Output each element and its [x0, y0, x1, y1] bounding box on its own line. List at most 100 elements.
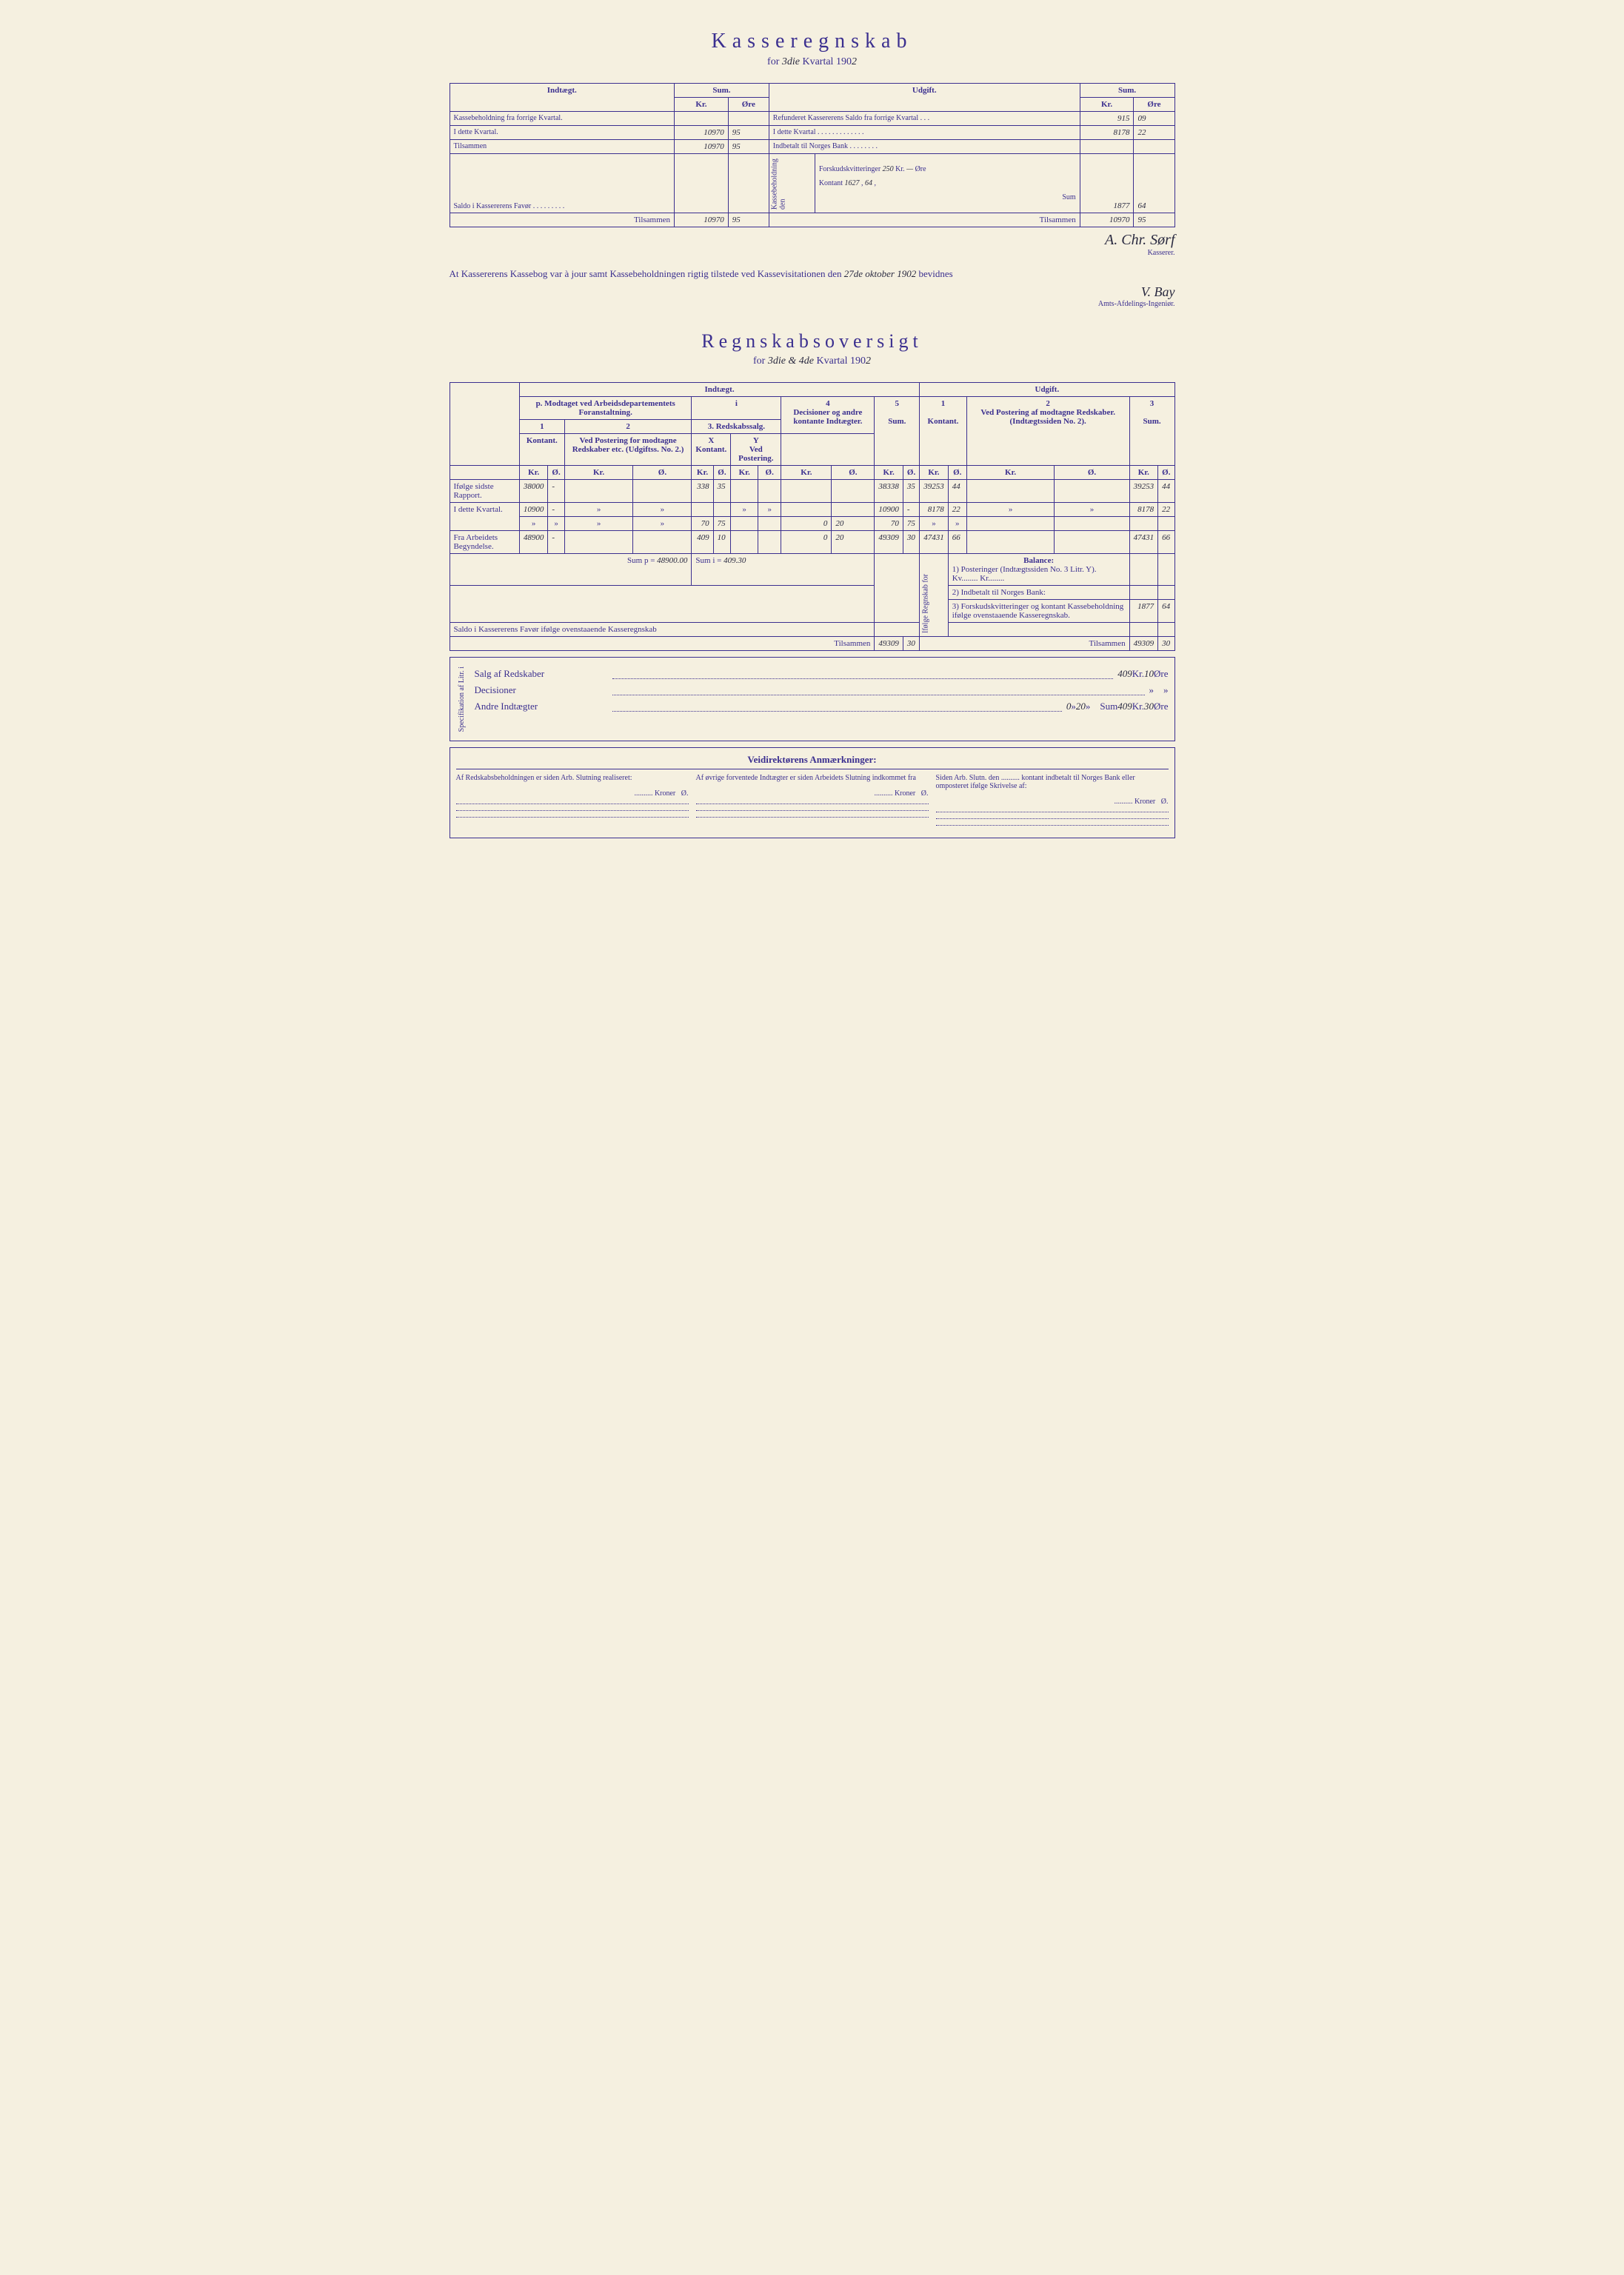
- cell: [1134, 140, 1174, 154]
- u-idette-label: I dette Kvartal: [773, 128, 816, 136]
- spec-section: Specifikation af Litr. i Salg af Redskab…: [450, 657, 1175, 741]
- kr1: Kr.: [519, 466, 548, 480]
- kb-sum-ore: 64: [1134, 154, 1174, 213]
- tilsammen-ore: 95: [728, 140, 769, 154]
- bottom-tilsammen-r: Tilsammen: [769, 213, 1080, 227]
- bal-label: Balance:: [1023, 556, 1054, 565]
- kb-block: Forskudskvitteringer 250 Kr. — Øre Konta…: [815, 154, 1080, 213]
- c: [1158, 623, 1174, 637]
- ov-indtaegt: Indtægt.: [519, 383, 919, 397]
- bal3ore: 64: [1158, 600, 1174, 623]
- c: [564, 480, 633, 503]
- c: [1129, 623, 1158, 637]
- col2: 2: [564, 420, 692, 434]
- anm-kr2: Kroner: [895, 789, 915, 798]
- bottom-tilsammen-ore-r: 95: [1134, 213, 1174, 227]
- c: [731, 480, 758, 503]
- tilsammen-kr: 10970: [675, 140, 729, 154]
- andre-label: Andre Indtægter: [475, 701, 608, 712]
- row-tilsammen: Tilsammen: [450, 140, 675, 154]
- c: [1055, 531, 1129, 554]
- sumi-val: 409.30: [724, 556, 746, 565]
- c: »: [633, 517, 692, 531]
- u-ref-ore: 09: [1134, 112, 1174, 126]
- tils-i-ore: 30: [903, 637, 919, 651]
- c: »: [1055, 503, 1129, 517]
- row-kassebeholdning: Kassebeholdning fra forrige Kvartal.: [450, 112, 675, 126]
- ore-left: Øre: [728, 98, 769, 112]
- c: [1129, 517, 1158, 531]
- bottom-tilsammen-kr-r: 10970: [1080, 213, 1134, 227]
- c: »: [731, 503, 758, 517]
- udgift-header: Udgift.: [769, 84, 1080, 112]
- blank-block: [450, 586, 875, 623]
- uvp: Ved Postering af modtagne Redskaber. (In…: [980, 408, 1115, 426]
- indtaegt-header: Indtægt.: [450, 84, 675, 112]
- kr5: Kr.: [781, 466, 832, 480]
- r2u1o: 22: [948, 503, 966, 517]
- us: Sum.: [1143, 417, 1160, 426]
- ov-udgift: Udgift.: [920, 383, 1174, 397]
- xk: Kontant.: [695, 445, 726, 454]
- c: »: [633, 503, 692, 517]
- c: [966, 480, 1055, 503]
- r3c5: 0: [781, 531, 832, 554]
- u-ref-kr: 915: [1080, 112, 1134, 126]
- cell: [728, 154, 769, 213]
- c: [832, 480, 875, 503]
- c: »: [564, 503, 633, 517]
- att-prefix: At Kassererens Kassebog var à jour samt …: [450, 268, 842, 279]
- att-date: 27de oktober 1902: [844, 268, 916, 279]
- tils-u-ore: 30: [1158, 637, 1174, 651]
- c: [1055, 517, 1129, 531]
- kasse-table: Indtægt. Sum. Udgift. Sum. Kr. Øre Kr. Ø…: [450, 83, 1175, 227]
- kr4: Kr.: [731, 466, 758, 480]
- sub2-suffix: Kvartal 190: [817, 355, 866, 367]
- spec-row-andre: Andre Indtægter 0 » 20 » Sum 409 Kr. 30 …: [475, 701, 1169, 712]
- sub1-suffix: Kvartal 190: [802, 56, 851, 67]
- sump-cell: Sum p = 48900.00: [450, 554, 692, 586]
- att-role: Amts-Afdelings-Ingeniør.: [450, 300, 1175, 308]
- ore-right: Øre: [1134, 98, 1174, 112]
- r1c1o: -: [548, 480, 564, 503]
- kontant-kr: 1627: [845, 179, 860, 187]
- r2u3: 8178: [1129, 503, 1158, 517]
- kr2: Kr.: [564, 466, 633, 480]
- idette-ore: 95: [728, 126, 769, 140]
- r2bc3: 70: [692, 517, 713, 531]
- o5: Ø.: [832, 466, 875, 480]
- tils-i-kr: 49309: [875, 637, 903, 651]
- spec-row-salg: Salg af Redskaber 409 Kr. 10 Øre: [475, 668, 1169, 680]
- o3: Ø.: [713, 466, 731, 480]
- sub2-prefix: for: [753, 355, 765, 367]
- r2bc6o: 75: [903, 517, 919, 531]
- r2c1o: -: [548, 503, 564, 517]
- c: [1129, 554, 1158, 586]
- c: [832, 503, 875, 517]
- ifolge-vert: Ifølge Regnskab for: [920, 554, 949, 637]
- col1: 1: [519, 420, 564, 434]
- sub1-hw: 3die: [782, 56, 800, 67]
- c: [781, 480, 832, 503]
- o2: Ø.: [633, 466, 692, 480]
- r2bc5o: 20: [832, 517, 875, 531]
- row-idette: I dette Kvartal.: [450, 126, 675, 140]
- r1u3o: 44: [1158, 480, 1174, 503]
- title-oversigt: Regnskabsoversigt: [450, 330, 1175, 353]
- kr7: Kr.: [920, 466, 949, 480]
- o1: Ø.: [548, 466, 564, 480]
- redskab: 3. Redskabssalg.: [692, 420, 781, 434]
- subtitle-2: for 3die & 4de Kvartal 1902: [450, 355, 1175, 367]
- andre-kr: 0: [1066, 701, 1072, 712]
- att-sig: V. Bay: [450, 284, 1175, 300]
- c: »: [966, 503, 1055, 517]
- title-kasseregnskab: Kasseregnskab: [450, 30, 1175, 53]
- kontant-ore: 64: [865, 179, 872, 187]
- bal1: 1) Posteringer (Indtægtssiden No. 3 Litr…: [952, 565, 1126, 574]
- c: [758, 531, 781, 554]
- bottom-tilsammen-kr-l: 10970: [675, 213, 729, 227]
- r3-label: Fra Arbeidets Begyndelse.: [450, 531, 519, 554]
- kb-sum-label: Sum: [1062, 193, 1075, 201]
- sump-val: 48900.00: [657, 556, 687, 565]
- c: [731, 517, 758, 531]
